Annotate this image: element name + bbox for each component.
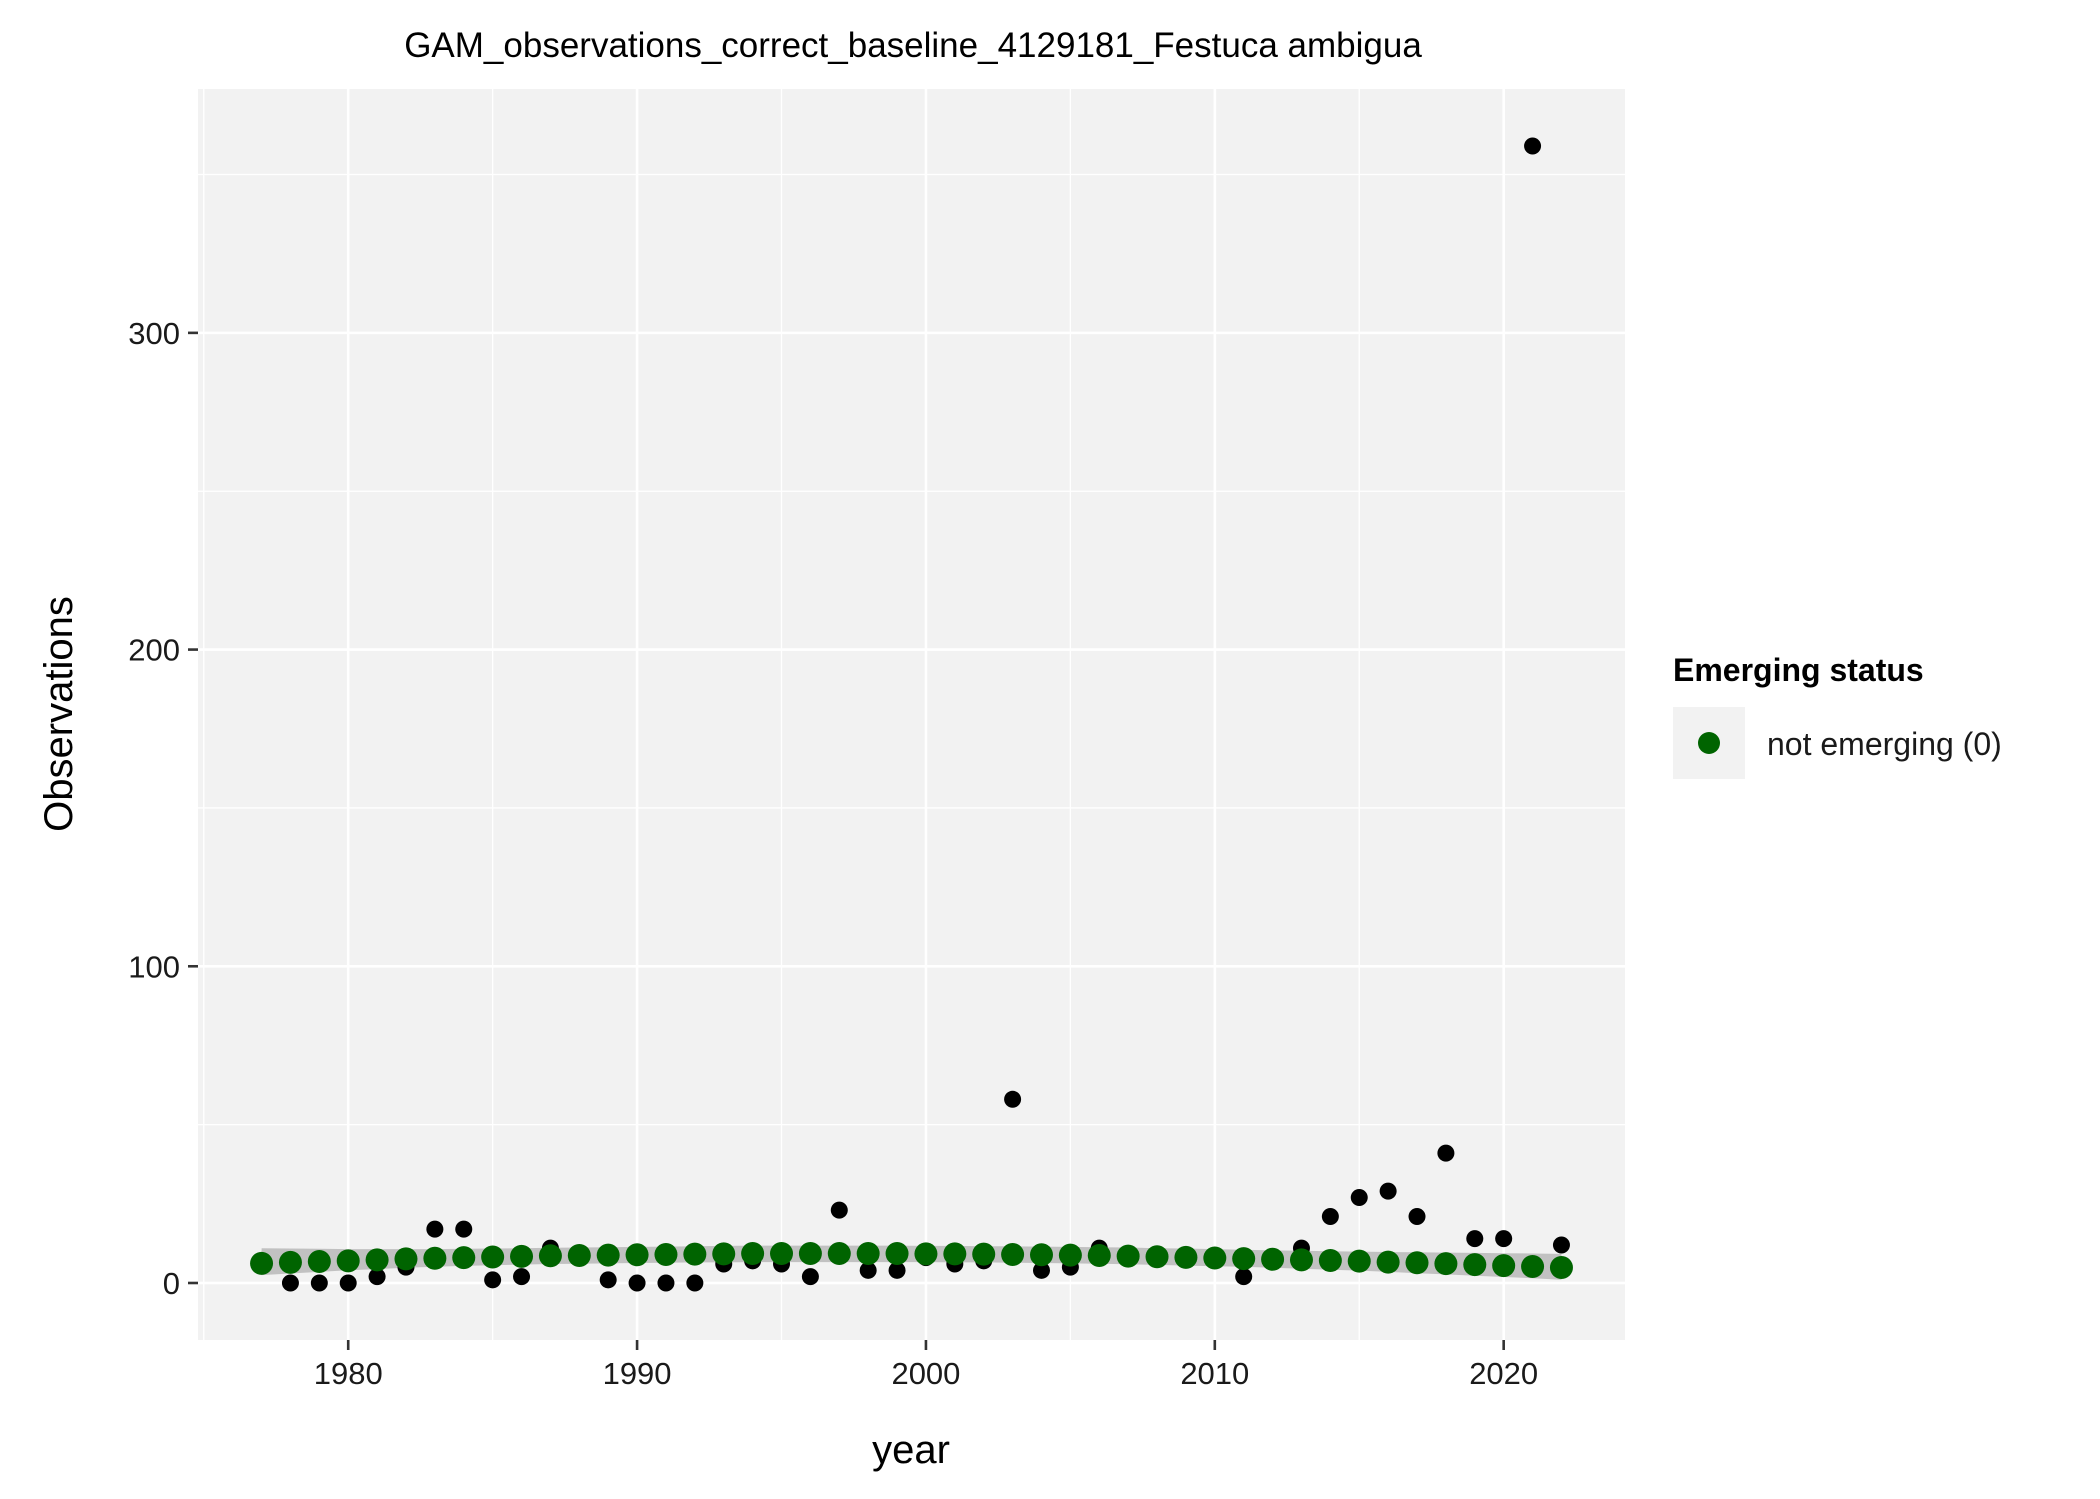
- observed-point: [368, 1268, 386, 1286]
- observed-point: [686, 1274, 704, 1292]
- fitted-point: [1463, 1253, 1487, 1277]
- observed-point: [455, 1220, 473, 1238]
- observed-point: [1495, 1230, 1513, 1248]
- fitted-point: [336, 1249, 360, 1273]
- fitted-point: [1087, 1243, 1111, 1267]
- x-tick-label: 2010: [1180, 1356, 1249, 1391]
- fitted-point: [1174, 1245, 1198, 1269]
- fitted-point: [481, 1245, 505, 1269]
- observed-point: [1004, 1090, 1022, 1108]
- fitted-point: [307, 1249, 331, 1273]
- observed-point: [339, 1274, 357, 1292]
- fitted-point: [683, 1242, 707, 1266]
- fitted-point: [1203, 1246, 1227, 1270]
- fitted-point: [1232, 1247, 1256, 1271]
- observed-point: [830, 1201, 848, 1219]
- fitted-point: [1549, 1255, 1573, 1279]
- legend-entry-label: not emerging (0): [1767, 726, 2002, 762]
- fitted-point: [596, 1243, 620, 1267]
- fitted-point: [741, 1242, 765, 1266]
- fitted-point: [1001, 1242, 1025, 1266]
- fitted-point: [1405, 1251, 1429, 1275]
- observed-point: [1321, 1207, 1339, 1225]
- y-tick-label: 300: [128, 316, 180, 351]
- x-axis-title: year: [872, 1428, 950, 1472]
- y-tick-label: 100: [128, 949, 180, 984]
- x-tick-label: 2000: [891, 1356, 960, 1391]
- fitted-point: [1289, 1248, 1313, 1272]
- observed-point: [1235, 1268, 1253, 1286]
- fitted-point: [567, 1243, 591, 1267]
- plot-panel: [198, 89, 1625, 1340]
- fitted-point: [885, 1242, 909, 1266]
- legend-title: Emerging status: [1673, 652, 1924, 688]
- fitted-point: [1261, 1247, 1285, 1271]
- observed-point: [310, 1274, 328, 1292]
- fitted-point: [423, 1246, 447, 1270]
- fitted-point: [365, 1248, 389, 1272]
- fitted-point: [654, 1242, 678, 1266]
- legend: Emerging status not emerging (0): [1673, 652, 2002, 779]
- x-tick-label: 1980: [314, 1356, 383, 1391]
- fitted-point: [1347, 1249, 1371, 1273]
- x-tick-label: 2020: [1469, 1356, 1538, 1391]
- fitted-point: [1116, 1244, 1140, 1268]
- fitted-points: [250, 1242, 1573, 1279]
- fitted-point: [1521, 1255, 1545, 1279]
- y-tick-label: 0: [163, 1266, 180, 1301]
- y-tick-label: 200: [128, 633, 180, 668]
- x-tick-label: 1990: [603, 1356, 672, 1391]
- observed-point: [1350, 1188, 1368, 1206]
- observed-point: [1552, 1236, 1570, 1254]
- fitted-point: [972, 1242, 996, 1266]
- observed-point: [657, 1274, 675, 1292]
- legend-key-marker: [1698, 732, 1720, 754]
- observed-point: [1408, 1207, 1426, 1225]
- fitted-point: [914, 1242, 938, 1266]
- fitted-point: [278, 1250, 302, 1274]
- axes: 1980 1990 2000 2010 2020 0 100 200 300: [128, 316, 1538, 1391]
- observed-point: [599, 1271, 617, 1289]
- observed-point: [628, 1274, 646, 1292]
- fitted-point: [1434, 1252, 1458, 1276]
- fitted-point: [538, 1244, 562, 1268]
- observed-point: [426, 1220, 444, 1238]
- observed-point: [888, 1261, 906, 1279]
- fitted-point: [1376, 1250, 1400, 1274]
- observed-point: [1379, 1182, 1397, 1200]
- chart-title: GAM_observations_correct_baseline_412918…: [404, 26, 1422, 65]
- fitted-point: [712, 1242, 736, 1266]
- fitted-point: [856, 1242, 880, 1266]
- fitted-point: [1492, 1254, 1516, 1278]
- observed-point: [1437, 1144, 1455, 1162]
- y-axis-title: Observations: [37, 596, 81, 832]
- observed-point: [801, 1268, 819, 1286]
- grid-lines: [198, 89, 1625, 1340]
- observed-point: [281, 1274, 299, 1292]
- fitted-point: [394, 1247, 418, 1271]
- observed-point: [1466, 1230, 1484, 1248]
- fitted-point: [625, 1243, 649, 1267]
- observed-point: [1032, 1261, 1050, 1279]
- fitted-point: [510, 1244, 534, 1268]
- fitted-point: [1145, 1245, 1169, 1269]
- fitted-point: [827, 1242, 851, 1266]
- fitted-point: [1318, 1249, 1342, 1273]
- fitted-point: [1058, 1243, 1082, 1267]
- fitted-point: [943, 1242, 967, 1266]
- fitted-point: [770, 1242, 794, 1266]
- observed-point: [859, 1261, 877, 1279]
- observed-point: [1524, 137, 1542, 155]
- fitted-point: [250, 1251, 274, 1275]
- fitted-point: [452, 1246, 476, 1270]
- observed-point: [484, 1271, 502, 1289]
- fitted-point: [1029, 1243, 1053, 1267]
- observed-point: [513, 1268, 531, 1286]
- fitted-point: [798, 1242, 822, 1266]
